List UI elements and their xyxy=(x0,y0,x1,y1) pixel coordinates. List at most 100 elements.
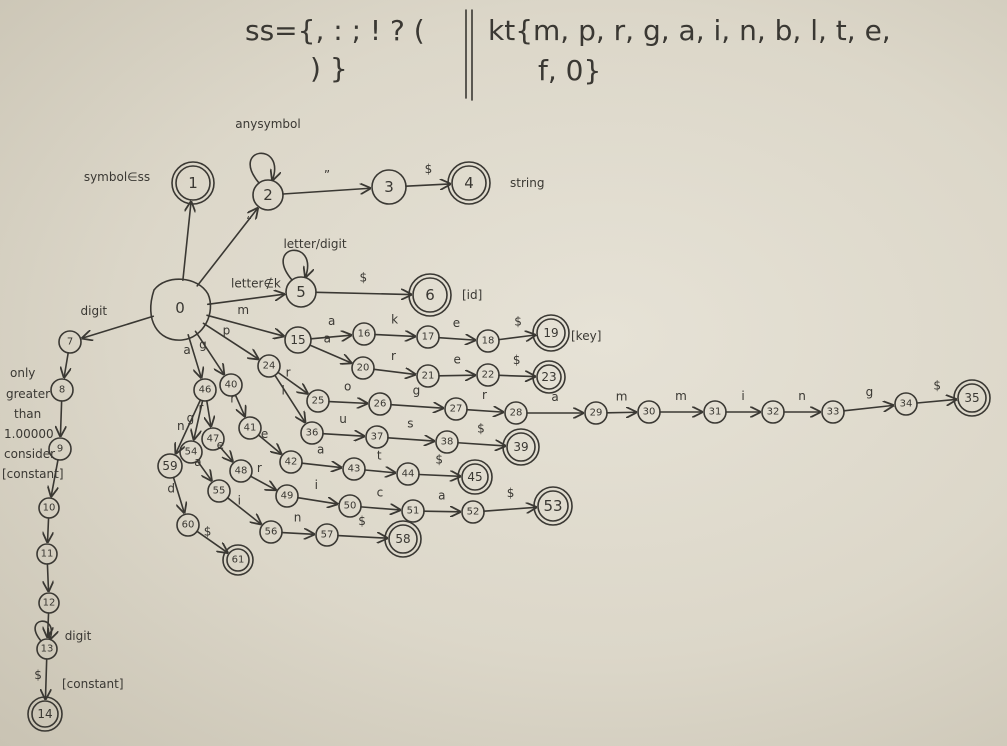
transition-17-18: e xyxy=(439,316,475,340)
state-id: 32 xyxy=(767,407,780,418)
transition-label: e xyxy=(453,316,460,330)
transition-arrow xyxy=(484,507,536,511)
state-44: 44 xyxy=(397,463,419,485)
transition-label: $ xyxy=(425,162,433,176)
state-id: 22 xyxy=(482,370,495,381)
state-id: 9 xyxy=(57,444,63,455)
transition-label: a xyxy=(438,488,445,502)
transition-label: $ xyxy=(933,378,941,392)
state-id: 10 xyxy=(43,503,56,514)
transition-label: digit xyxy=(81,304,108,318)
token-tag-6: [id] xyxy=(462,288,482,302)
transition-label: e xyxy=(453,353,460,367)
transition-label: letter/digit xyxy=(283,237,346,251)
state-23: 23 xyxy=(533,361,565,393)
state-12: 12 xyxy=(39,593,59,613)
state-id: 0 xyxy=(175,299,185,317)
transition-arrow xyxy=(439,338,475,340)
state-id: 52 xyxy=(467,507,480,518)
state-59: 59 xyxy=(158,454,182,478)
transition-arrow xyxy=(64,353,68,377)
transition-label: $ xyxy=(359,270,367,284)
transition-arrow xyxy=(228,498,261,524)
transition-label: letter∉k xyxy=(231,276,281,290)
state-7: 7 xyxy=(59,331,81,353)
state-41: 41 xyxy=(239,417,261,439)
transition-60-61: $ xyxy=(197,524,227,552)
state-46: 46 xyxy=(194,379,216,401)
transition-49-50: i xyxy=(298,478,337,504)
transition-arrow xyxy=(917,399,956,403)
transition-11-12 xyxy=(47,564,48,591)
state-id: 30 xyxy=(643,407,656,418)
transition-3-4: $ xyxy=(406,162,450,186)
state-5: 5 xyxy=(286,277,316,307)
state-id: 51 xyxy=(407,506,420,517)
state-30: 30 xyxy=(638,401,660,423)
state-id: 40 xyxy=(225,380,238,391)
state-id: 3 xyxy=(384,178,394,196)
state-id: 35 xyxy=(964,391,979,405)
transition-label: d xyxy=(167,482,175,496)
state-11: 11 xyxy=(37,544,57,564)
state-33: 33 xyxy=(822,401,844,423)
transition-arrow xyxy=(60,401,61,436)
transition-0-40: g xyxy=(195,331,223,374)
state-id: 37 xyxy=(371,432,384,443)
transition-32-33: n xyxy=(784,389,820,412)
state-id: 50 xyxy=(344,501,357,512)
transition-arrow xyxy=(197,531,227,552)
transition-29-30: m xyxy=(607,390,636,413)
transition-label: c xyxy=(377,485,384,499)
state-id: 11 xyxy=(41,549,54,560)
state-id: 34 xyxy=(900,399,913,410)
state-id: 60 xyxy=(182,520,195,531)
state-3: 3 xyxy=(372,170,406,204)
token-tag-14: [constant] xyxy=(62,677,124,691)
transition-label: r xyxy=(257,461,262,475)
state-42: 42 xyxy=(280,451,302,473)
transition-arrow xyxy=(406,184,450,186)
state-id: 36 xyxy=(306,428,319,439)
state-id: 57 xyxy=(321,530,334,541)
transition-52-53: $ xyxy=(484,486,536,511)
transition-56-57: n xyxy=(282,510,314,534)
state-48: 48 xyxy=(230,460,252,482)
state-id: 18 xyxy=(482,336,495,347)
transition-label: r xyxy=(286,365,291,379)
transition-38-39: $ xyxy=(458,421,505,446)
transition-0-24: p xyxy=(203,323,258,359)
state-id: 49 xyxy=(281,491,294,502)
state-id: 29 xyxy=(590,408,603,419)
state-27: 27 xyxy=(445,398,467,420)
transition-arrow xyxy=(499,375,535,376)
state-id: 31 xyxy=(709,407,722,418)
transition-label: symbol∈ss xyxy=(84,170,150,184)
transition-label: $ xyxy=(358,514,366,528)
transition-label: p xyxy=(223,323,231,337)
state-22: 22 xyxy=(477,364,499,386)
transition-label: r xyxy=(391,349,396,363)
ss-set-line2: ) } xyxy=(310,52,348,85)
transition-label: l xyxy=(282,383,285,397)
state-id: 17 xyxy=(422,332,435,343)
state-24: 24 xyxy=(258,355,280,377)
state-id: 14 xyxy=(37,707,52,721)
state-39: 39 xyxy=(503,429,539,465)
state-20: 20 xyxy=(352,357,374,379)
transition-5-5: letter/digit xyxy=(283,237,347,280)
state-37: 37 xyxy=(366,426,388,448)
token-tag-4: string xyxy=(510,176,544,190)
state-id: 8 xyxy=(59,385,65,396)
state-31: 31 xyxy=(704,401,726,423)
transition-arrow xyxy=(298,498,337,504)
state-58: 58 xyxy=(385,521,421,557)
state-id: 2 xyxy=(263,186,273,204)
state-8: 8 xyxy=(51,379,73,401)
self-loop-2 xyxy=(250,153,274,183)
transition-20-21: r xyxy=(374,349,415,374)
transition-label: t xyxy=(377,448,382,462)
transition-arrow xyxy=(458,443,505,446)
transition-arrow xyxy=(844,405,893,410)
